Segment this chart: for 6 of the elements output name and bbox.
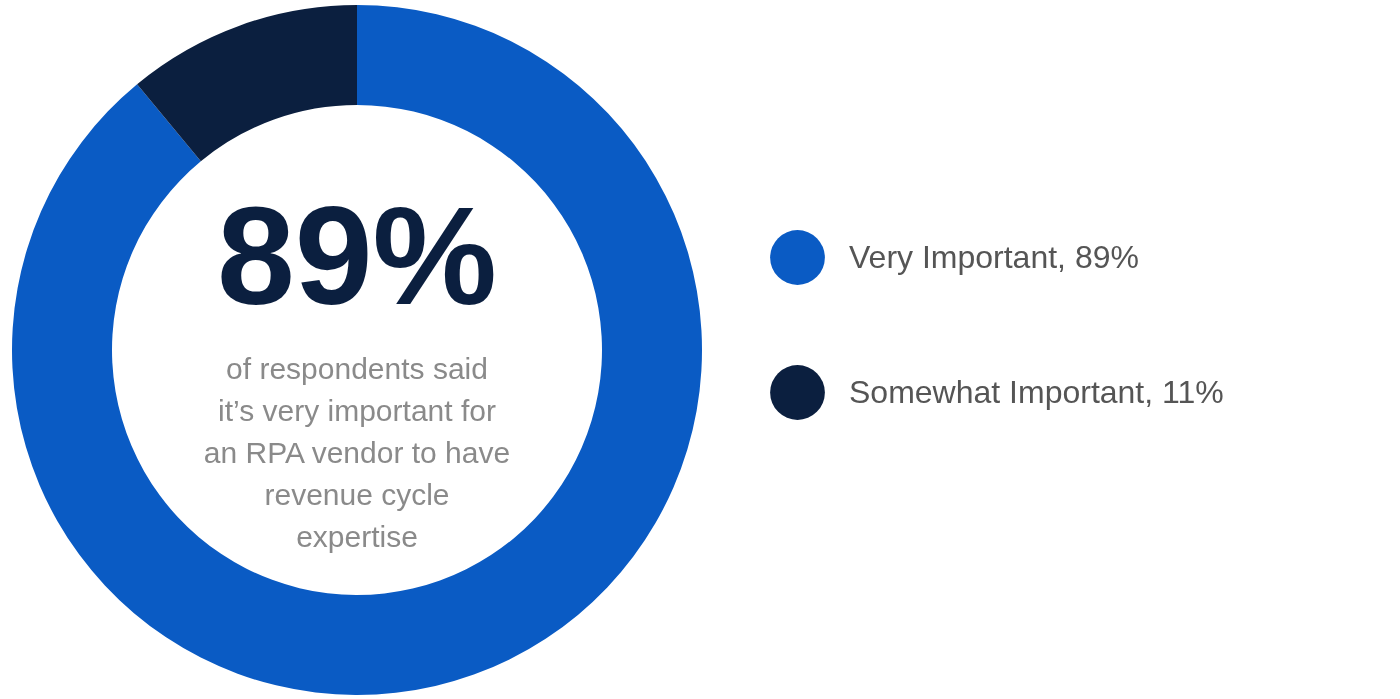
- text: 89%: [216, 177, 498, 334]
- text: of respondents said it’s very important for an RPA vendor to have revenue cycle expertise: [203, 352, 511, 553]
- donut-slice: [137, 5, 357, 162]
- legend-label: Somewhat Important, 11%: [849, 373, 1224, 410]
- legend-label: Very Important, 89%: [849, 238, 1139, 275]
- donut-slice: [12, 5, 702, 695]
